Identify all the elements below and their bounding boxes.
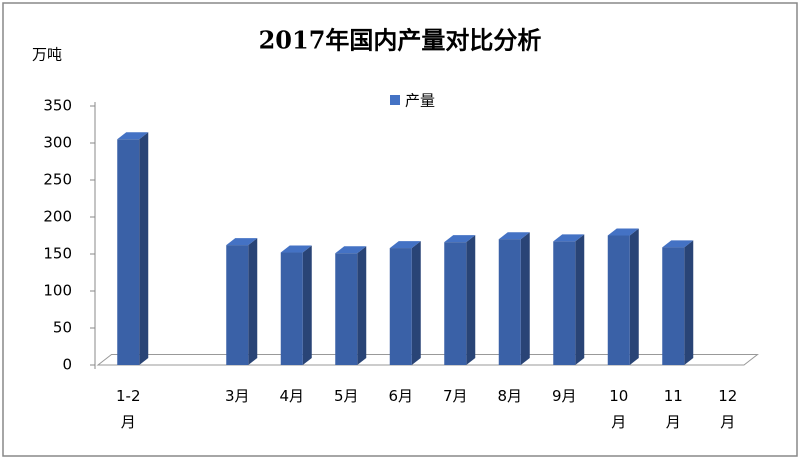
bar-top <box>226 238 258 246</box>
bar-side <box>466 235 476 365</box>
bar-side <box>302 245 312 365</box>
y-tick-label: 0 <box>62 356 72 374</box>
y-tick-label: 200 <box>43 208 72 226</box>
y-tick-label: 100 <box>43 282 72 300</box>
y-tick-label: 50 <box>53 319 72 337</box>
bar-top <box>389 241 421 249</box>
legend-label: 产量 <box>405 92 435 110</box>
x-tick-label: 11月 <box>663 387 683 431</box>
bar-top <box>335 246 367 254</box>
bar <box>335 253 358 365</box>
x-tick-label: 12月 <box>718 387 738 431</box>
bar-side <box>139 132 149 365</box>
bar <box>662 247 685 365</box>
y-tick-label: 300 <box>43 134 72 152</box>
bar <box>117 139 140 365</box>
bar <box>280 252 303 365</box>
x-tick-label: 4月 <box>279 387 305 405</box>
legend-swatch <box>390 95 400 105</box>
x-tick-label: 6月 <box>388 387 414 405</box>
bar-top <box>444 235 476 243</box>
x-tick-label: 9月 <box>551 387 577 405</box>
x-tick-label: 1-2月 <box>116 387 141 431</box>
x-tick-label: 5月 <box>333 387 359 405</box>
bar-side <box>684 240 694 365</box>
y-tick-label: 250 <box>43 171 72 189</box>
bar-side <box>357 246 367 365</box>
y-tick-label: 150 <box>43 245 72 263</box>
bar <box>607 235 630 365</box>
y-axis-title: 万吨 <box>32 46 62 64</box>
bar <box>226 245 249 365</box>
bar-top <box>553 234 585 242</box>
bar-top <box>280 245 312 253</box>
bar-side <box>248 238 258 365</box>
bar-top <box>662 240 694 248</box>
bar-side <box>411 241 421 365</box>
x-tick-label: 3月 <box>224 387 250 405</box>
bar-top <box>607 228 639 236</box>
floor <box>96 354 759 366</box>
bar-side <box>629 228 639 365</box>
bar <box>389 248 412 365</box>
bar-top <box>498 232 530 240</box>
x-tick-label: 10月 <box>609 387 629 431</box>
bar-side <box>520 232 530 365</box>
bar <box>444 242 467 365</box>
y-tick-label: 350 <box>43 97 72 115</box>
chart-title: 2017年国内产量对比分析 <box>259 26 542 55</box>
bar-top <box>117 132 149 140</box>
x-tick-label: 8月 <box>497 387 523 405</box>
bar <box>498 239 521 365</box>
bar <box>553 241 576 365</box>
bar-side <box>575 234 585 365</box>
x-tick-label: 7月 <box>442 387 468 405</box>
